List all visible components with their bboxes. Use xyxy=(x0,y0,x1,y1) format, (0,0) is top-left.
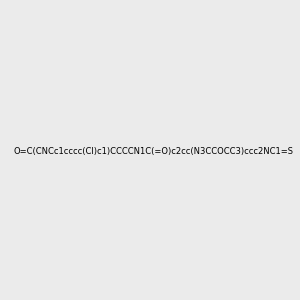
Text: O=C(CNCc1cccc(Cl)c1)CCCCN1C(=O)c2cc(N3CCOCC3)ccc2NC1=S: O=C(CNCc1cccc(Cl)c1)CCCCN1C(=O)c2cc(N3CC… xyxy=(14,147,294,156)
